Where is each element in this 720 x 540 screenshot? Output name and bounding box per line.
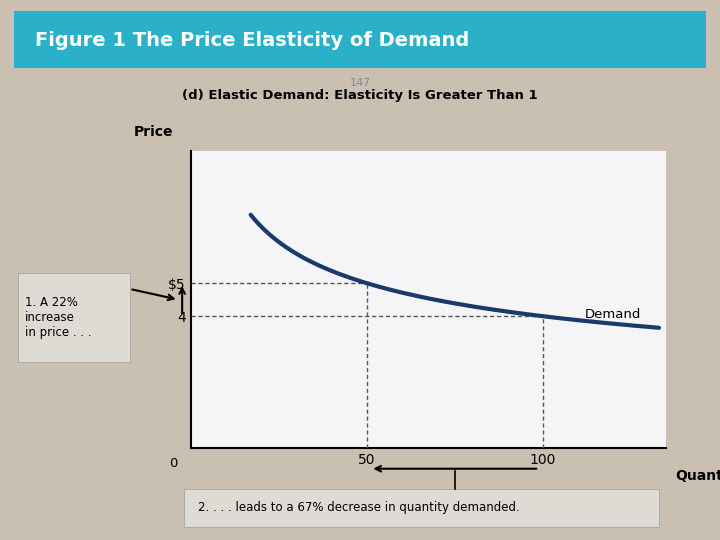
Text: 147: 147 — [349, 78, 371, 89]
Text: Price: Price — [134, 125, 174, 139]
FancyBboxPatch shape — [184, 489, 659, 526]
Text: 2. . . . leads to a 67% decrease in quantity demanded.: 2. . . . leads to a 67% decrease in quan… — [198, 501, 520, 514]
Text: (d) Elastic Demand: Elasticity Is Greater Than 1: (d) Elastic Demand: Elasticity Is Greate… — [182, 89, 538, 102]
Text: Demand: Demand — [585, 308, 642, 321]
FancyBboxPatch shape — [0, 8, 720, 70]
Text: 1. A 22%
increase
in price . . .: 1. A 22% increase in price . . . — [25, 296, 92, 339]
Text: Quantity: Quantity — [675, 469, 720, 483]
FancyBboxPatch shape — [18, 273, 130, 362]
Text: Figure 1 The Price Elasticity of Demand: Figure 1 The Price Elasticity of Demand — [35, 31, 469, 50]
Text: 0: 0 — [169, 457, 177, 470]
